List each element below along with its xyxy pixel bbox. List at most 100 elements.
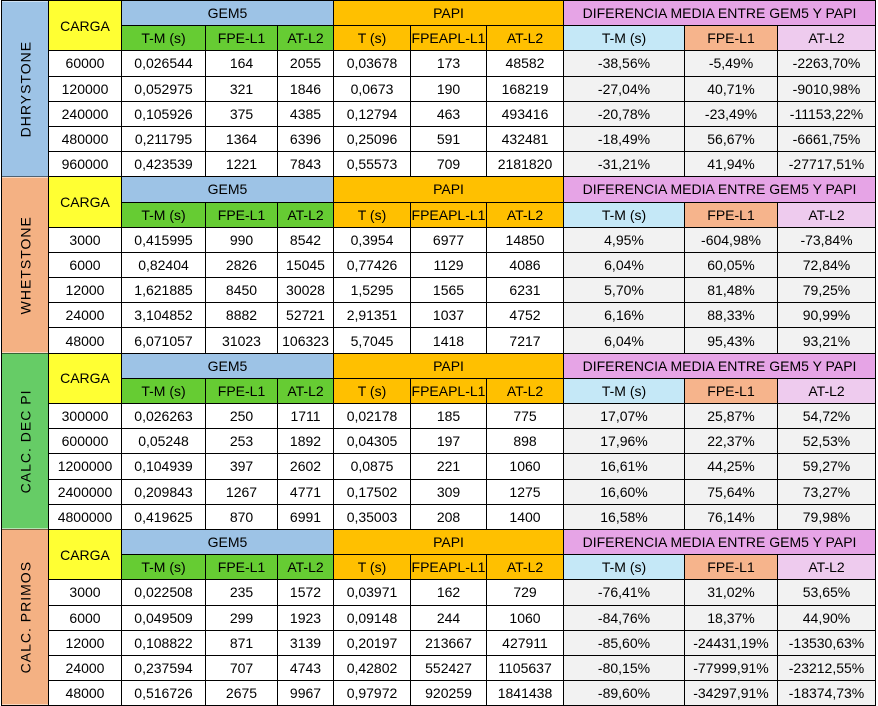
table-cell: -13530,63% — [776, 629, 877, 656]
table-cell: 244 — [410, 604, 487, 631]
diff-header: DIFERENCIA MEDIA ENTRE GEM5 Y PAPI — [562, 0, 877, 27]
group-header-row: DHRYSTONE CARGA GEM5 PAPI DIFERENCIA MEDIA E… — [1, 0, 877, 177]
table-cell: 12000 — [48, 277, 122, 304]
table-cell: 8882 — [205, 302, 278, 329]
table-cell: 73,27% — [776, 478, 877, 505]
table-cell: 0,17502 — [333, 478, 411, 505]
table-cell: 0,3954 — [333, 226, 411, 253]
table-cell: 6977 — [410, 226, 487, 253]
table-cell: 375 — [205, 100, 278, 127]
table-cell: 221 — [410, 453, 487, 480]
table-cell: 22,37% — [684, 428, 778, 455]
table-cell: 6,071057 — [121, 327, 206, 354]
table-cell: 16,61% — [563, 453, 685, 480]
table-cell: 7217 — [486, 327, 564, 354]
table-cell: 2181820 — [486, 151, 564, 178]
papi-header: PAPI — [333, 528, 564, 556]
table-cell: 990 — [205, 226, 278, 253]
table-cell: 4743 — [277, 654, 334, 682]
column-header: FPE-L1 — [205, 554, 278, 581]
table-cell: 30028 — [277, 277, 334, 304]
table-cell: 0,423539 — [121, 151, 206, 178]
column-header: FPE-L1 — [205, 377, 278, 405]
table-cell: 709 — [410, 151, 487, 178]
group-header-row: WHETSTONE CARGA GEM5 PAPI DIFERENCIA MEDIA E… — [1, 176, 877, 354]
table-row: 4800000 0,419625 870 6991 0,35003 208 1400 16,5… — [2, 503, 877, 530]
group-header-row: CALC. PRIMOS CARGA GEM5 PAPI DIFERENCIA MEDI… — [1, 528, 877, 706]
table-cell: 463 — [410, 100, 487, 127]
table-cell: 1846 — [277, 75, 334, 102]
table-cell: 321 — [205, 75, 278, 102]
table-cell: 168219 — [486, 75, 564, 102]
column-header: AT-L2 — [486, 377, 564, 405]
table-row: 240000 0,105926 375 4385 0,12794 463 493416 -20… — [2, 100, 877, 127]
column-header: AT-L2 — [277, 554, 334, 581]
table-cell: 8450 — [205, 277, 278, 304]
column-header: AT-L2 — [277, 377, 334, 405]
column-header-row: T-M (s) FPE-L1 AT-L2 T (s) FPEAPL-L1 AT-L2 T-M… — [2, 377, 877, 405]
table-cell: 0,09148 — [333, 604, 411, 631]
gem5-header: GEM5 — [121, 0, 334, 27]
table-cell: 427911 — [486, 629, 564, 656]
table-cell: 6231 — [486, 277, 564, 304]
table-cell: 60000 — [48, 50, 122, 77]
table-cell: 250 — [205, 402, 278, 430]
benchmark-label: DHRYSTONE — [1, 0, 49, 177]
table-cell: -5,49% — [684, 50, 778, 77]
column-header: FPEAPL-L1 — [410, 25, 487, 52]
table-row: 6000 0,049509 299 1923 0,09148 244 1060 -84,76%… — [2, 604, 877, 631]
column-header-row: T-M (s) FPE-L1 AT-L2 T (s) FPEAPL-L1 AT-L2 T-M… — [2, 554, 877, 581]
column-header: AT-L2 — [776, 554, 877, 581]
carga-header: CARGA — [48, 352, 122, 405]
table-cell: 2055 — [277, 50, 334, 77]
table-cell: 17,07% — [563, 402, 685, 430]
table-cell: 79,25% — [776, 277, 877, 304]
table-cell: 1572 — [277, 579, 334, 606]
table-row: 3000 0,415995 990 8542 0,3954 6977 14850 4,95% -… — [2, 226, 877, 253]
gem5-header: GEM5 — [121, 528, 334, 556]
table-cell: 190 — [410, 75, 487, 102]
table-cell: 4800000 — [48, 503, 122, 530]
papi-header: PAPI — [333, 176, 564, 203]
table-cell: 1275 — [486, 478, 564, 505]
table-cell: 0,211795 — [121, 125, 206, 153]
table-cell: 1221 — [205, 151, 278, 178]
table-cell: 1060 — [486, 604, 564, 631]
column-header: T-M (s) — [121, 554, 206, 581]
table-cell: 76,14% — [684, 503, 778, 530]
table-cell: 0,20197 — [333, 629, 411, 656]
table-cell: 240000 — [48, 100, 122, 127]
table-cell: 25,87% — [684, 402, 778, 430]
column-header: FPE-L1 — [205, 25, 278, 52]
column-header: AT-L2 — [486, 201, 564, 228]
table-cell: 898 — [486, 428, 564, 455]
table-cell: 552427 — [410, 654, 487, 682]
table-cell: 197 — [410, 428, 487, 455]
table-cell: 3139 — [277, 629, 334, 656]
table-cell: 493416 — [486, 100, 564, 127]
table-cell: 15045 — [277, 251, 334, 279]
table-cell: 31023 — [205, 327, 278, 354]
table-cell: 120000 — [48, 75, 122, 102]
column-header: T-M (s) — [121, 201, 206, 228]
table-cell: 1105637 — [486, 654, 564, 682]
table-cell: 16,60% — [563, 478, 685, 505]
table-cell: 40,71% — [684, 75, 778, 102]
table-cell: 48582 — [486, 50, 564, 77]
table-cell: -9010,98% — [776, 75, 877, 102]
column-header: FPE-L1 — [684, 25, 778, 52]
table-cell: 1711 — [277, 402, 334, 430]
table-cell: 81,48% — [684, 277, 778, 304]
carga-header: CARGA — [48, 0, 122, 52]
table-cell: -604,98% — [684, 226, 778, 253]
table-cell: 1923 — [277, 604, 334, 631]
table-cell: 0,419625 — [121, 503, 206, 530]
table-cell: 300000 — [48, 402, 122, 430]
column-header: T-M (s) — [121, 377, 206, 405]
column-header: FPE-L1 — [684, 554, 778, 581]
table-cell: 1418 — [410, 327, 487, 354]
table-cell: 24000 — [48, 302, 122, 329]
table-cell: 2400000 — [48, 478, 122, 505]
column-header: AT-L2 — [776, 377, 877, 405]
